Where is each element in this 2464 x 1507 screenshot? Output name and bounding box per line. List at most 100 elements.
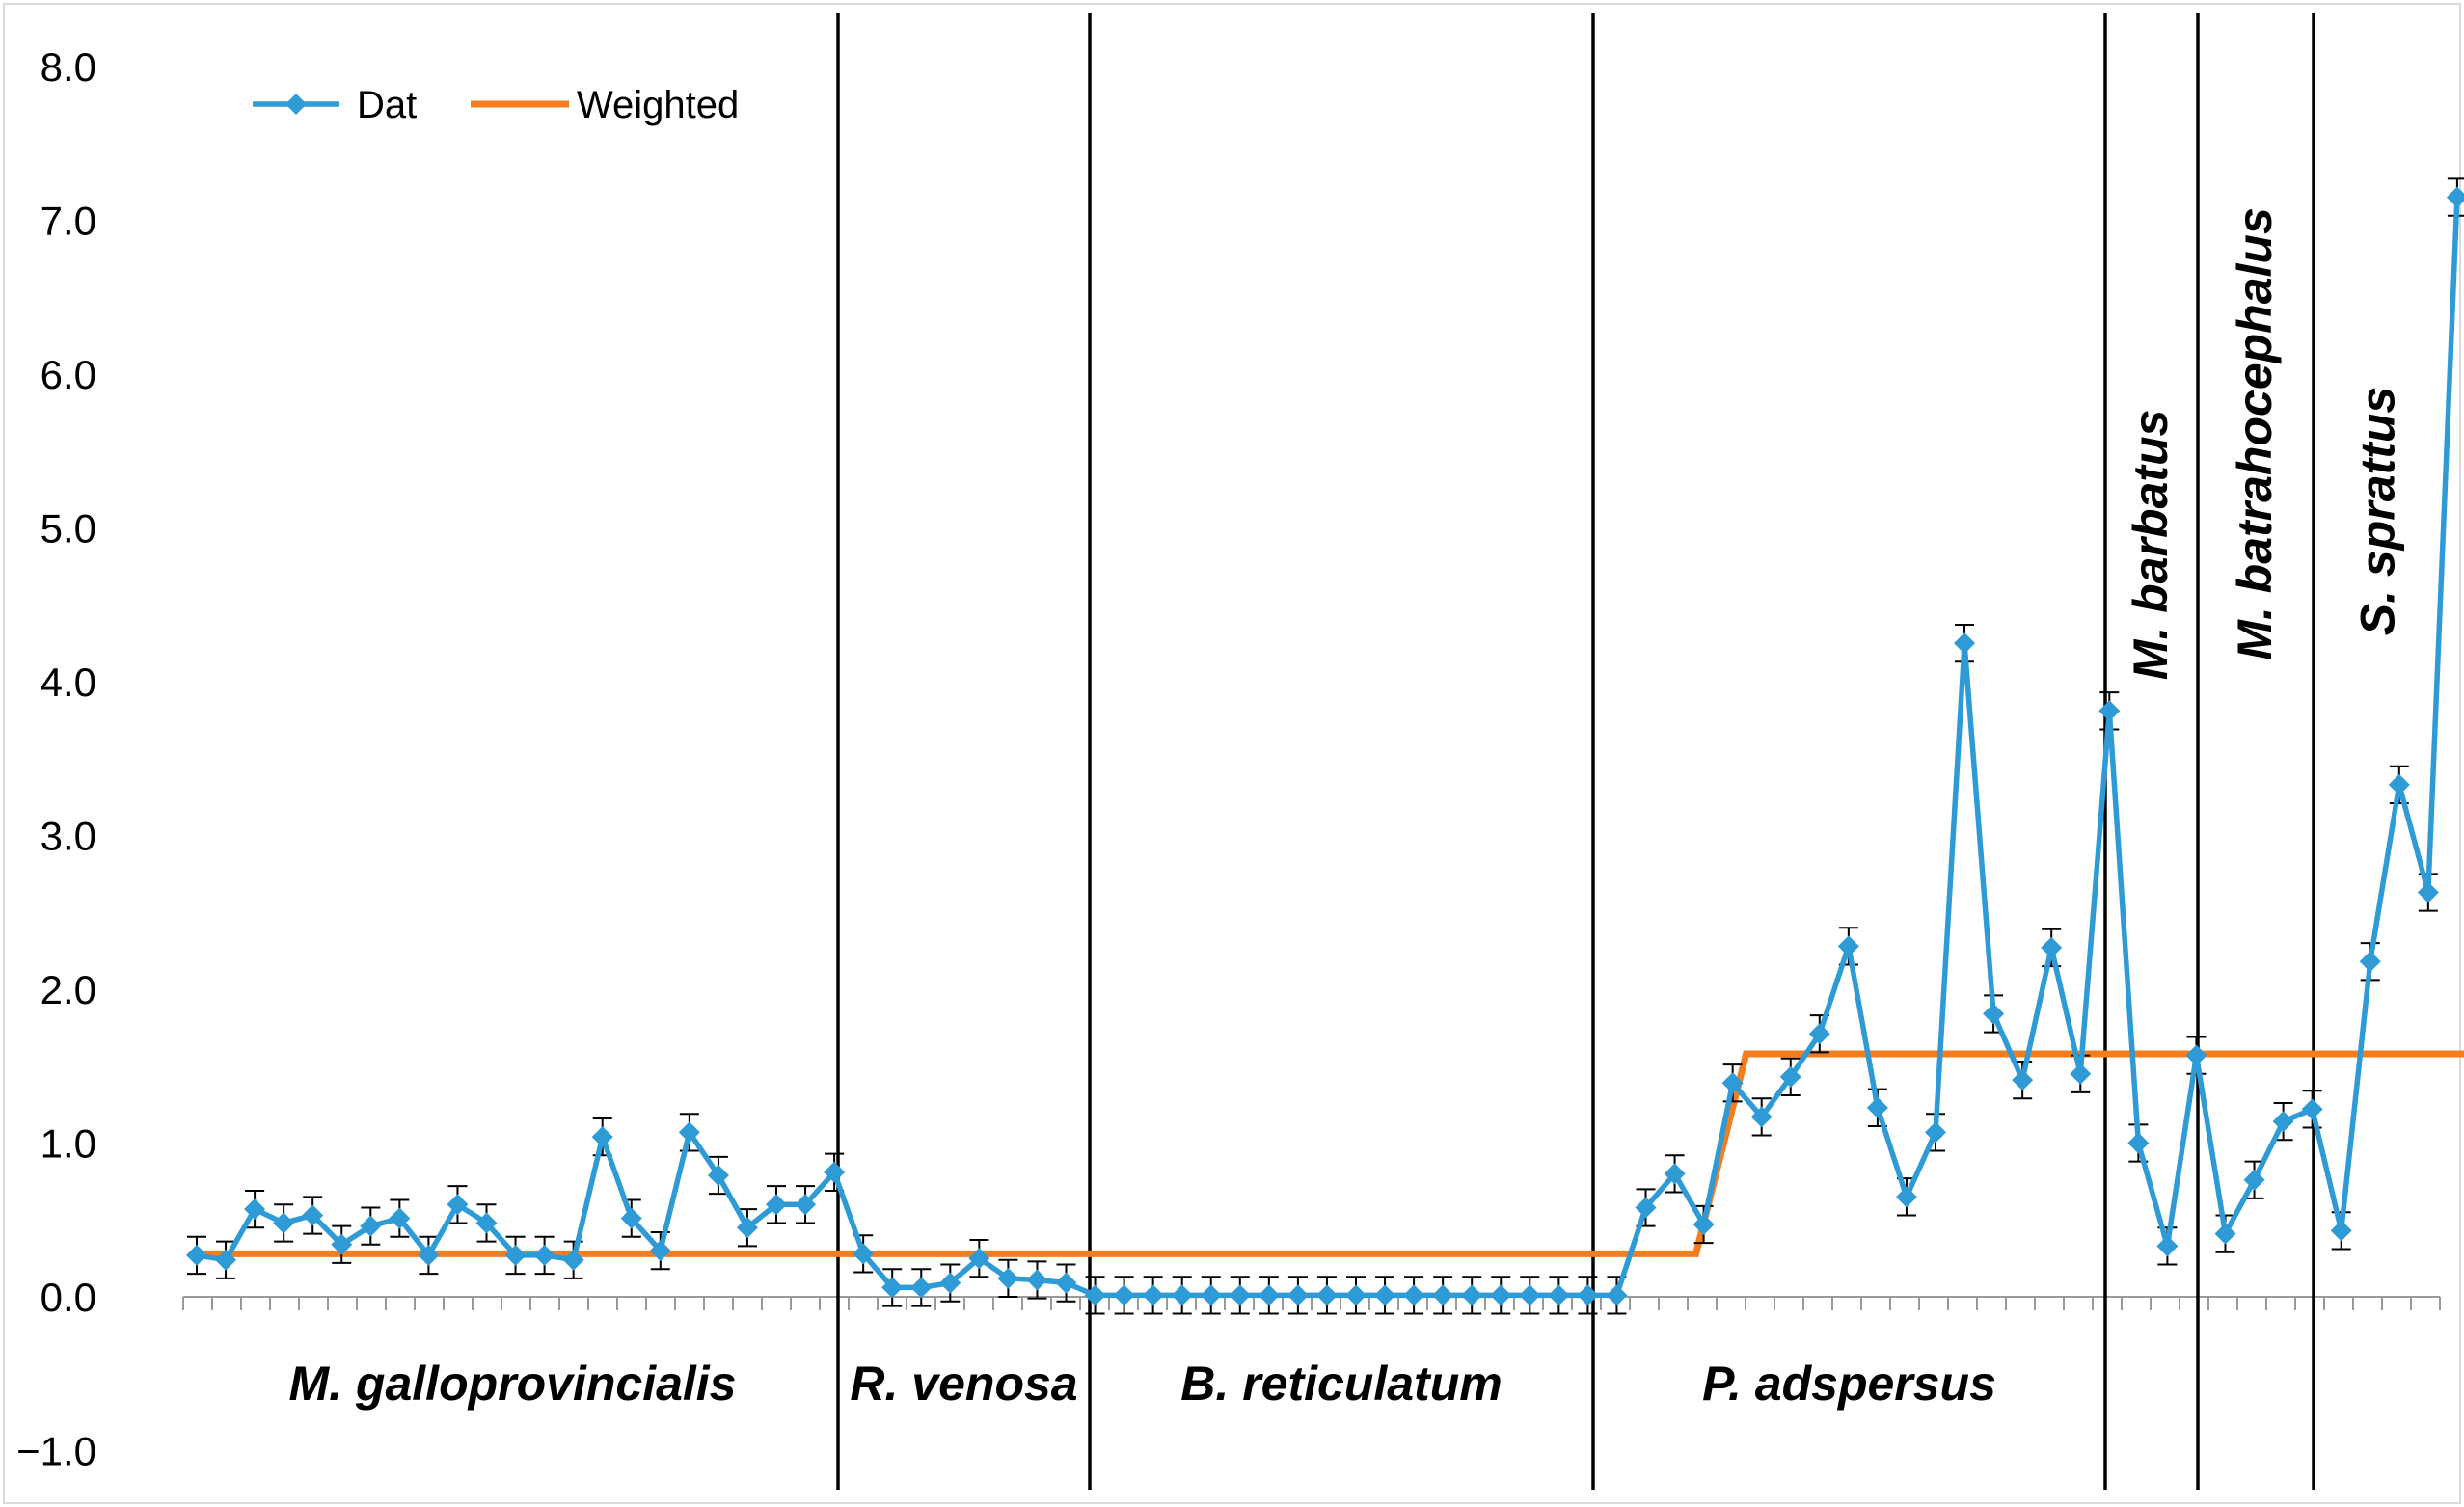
dat-point <box>418 1244 440 1266</box>
legend-dat-label: Dat <box>357 84 417 126</box>
y-tick-label: 8.0 <box>41 44 96 90</box>
dat-point <box>1432 1284 1454 1306</box>
dat-point <box>2446 186 2464 208</box>
group-dividers <box>836 13 2315 1490</box>
dat-point <box>2417 881 2439 903</box>
group-label: P. adspersus <box>1702 1357 1996 1411</box>
dat-point <box>1606 1284 1628 1306</box>
dat-point <box>1055 1272 1077 1294</box>
dat-point <box>360 1215 382 1237</box>
dat-point <box>1084 1284 1106 1306</box>
dat-point <box>475 1212 498 1234</box>
group-label: S. sprattus <box>2351 387 2405 635</box>
y-tick-label: 1.0 <box>41 1121 96 1167</box>
dat-point <box>2127 1132 2150 1154</box>
dat-point <box>824 1161 846 1183</box>
group-label: B. reticulatum <box>1180 1357 1502 1411</box>
dat-point <box>1026 1269 1048 1291</box>
group-labels: M. galloprovincialis R. venosa B. reticula… <box>289 207 2405 1411</box>
dat-point <box>1808 1023 1830 1045</box>
dat-point <box>2156 1235 2179 1257</box>
y-axis-ticks: 8.0 7.0 6.0 5.0 4.0 3.0 2.0 1.0 0.0 −1.0 <box>16 44 96 1474</box>
dat-point <box>1779 1065 1801 1088</box>
y-tick-label: 4.0 <box>41 659 96 705</box>
plot-border <box>3 3 2461 1504</box>
dat-point <box>1895 1186 1917 1208</box>
y-tick-label: 6.0 <box>41 352 96 397</box>
dat-point <box>2185 1044 2207 1066</box>
dat-point <box>1925 1121 1946 1144</box>
dat-point <box>1837 935 1859 957</box>
dat-point <box>1345 1284 1367 1306</box>
dat-point <box>2070 1063 2092 1085</box>
dat-point <box>2301 1098 2323 1120</box>
dat-point <box>331 1233 353 1255</box>
dat-point <box>504 1244 527 1266</box>
dat-point <box>1548 1284 1570 1306</box>
dat-point <box>2330 1220 2352 1242</box>
dat-point <box>2388 773 2410 795</box>
dat-point <box>2214 1223 2236 1245</box>
dat-point <box>766 1194 787 1216</box>
dat-point <box>649 1240 671 1262</box>
y-tick-label: 3.0 <box>41 814 96 859</box>
x-axis-ticks <box>182 1297 2441 1310</box>
dat-point <box>2359 951 2381 973</box>
group-label: M. barbatus <box>2124 410 2178 681</box>
y-tick-label: −1.0 <box>16 1429 96 1474</box>
y-tick-label: 2.0 <box>41 967 96 1012</box>
error-bars <box>187 177 2464 1315</box>
dat-point <box>1664 1163 1686 1185</box>
dat-point <box>1490 1284 1512 1306</box>
dat-line <box>196 197 2460 1299</box>
dat-point <box>2243 1169 2265 1191</box>
dat-point <box>1142 1284 1164 1306</box>
dat-point <box>736 1217 758 1239</box>
dat-point <box>186 1244 207 1266</box>
dat-point <box>273 1212 295 1234</box>
dat-point <box>215 1249 237 1271</box>
dat-point <box>1258 1284 1280 1306</box>
dat-point <box>1866 1096 1888 1118</box>
dat-point <box>1461 1284 1483 1306</box>
dat-point <box>853 1243 875 1265</box>
dat-point <box>678 1121 700 1144</box>
dat-point <box>2041 936 2063 958</box>
weighted-line <box>197 1050 2464 1257</box>
dat-point <box>591 1126 613 1148</box>
dat-point <box>244 1198 266 1221</box>
y-tick-label: 5.0 <box>41 506 96 552</box>
dat-series <box>186 186 2464 1306</box>
y-tick-label: 0.0 <box>41 1275 96 1320</box>
dat-point <box>1200 1284 1222 1306</box>
dat-point <box>1286 1284 1309 1306</box>
dat-point <box>1750 1106 1773 1128</box>
dat-point <box>1721 1072 1744 1094</box>
dat-point <box>1229 1284 1251 1306</box>
dat-point <box>997 1267 1019 1289</box>
dat-point <box>562 1249 584 1271</box>
dat-point <box>1374 1284 1396 1306</box>
dat-point <box>1983 1003 2005 1025</box>
dat-point <box>1692 1214 1715 1236</box>
group-label: M. galloprovincialis <box>289 1357 737 1411</box>
dat-point <box>1954 632 1976 655</box>
group-label: M. batrahocephalus <box>2228 207 2282 660</box>
dat-point <box>620 1207 642 1229</box>
dat-point <box>910 1277 933 1299</box>
dat-point <box>1403 1284 1425 1306</box>
dat-point <box>881 1277 904 1299</box>
dat-point <box>389 1207 411 1229</box>
weighted-series <box>197 1050 2464 1257</box>
group-label: R. venosa <box>850 1357 1077 1411</box>
dat-point <box>2098 700 2121 722</box>
dat-point <box>939 1272 961 1294</box>
dat-point <box>1577 1284 1599 1306</box>
dat-point <box>1635 1197 1657 1219</box>
legend: Dat Weighted <box>253 84 739 126</box>
dat-point <box>968 1248 990 1270</box>
dat-point <box>447 1194 469 1216</box>
legend-dat-marker <box>285 94 307 115</box>
y-tick-label: 7.0 <box>41 199 96 244</box>
